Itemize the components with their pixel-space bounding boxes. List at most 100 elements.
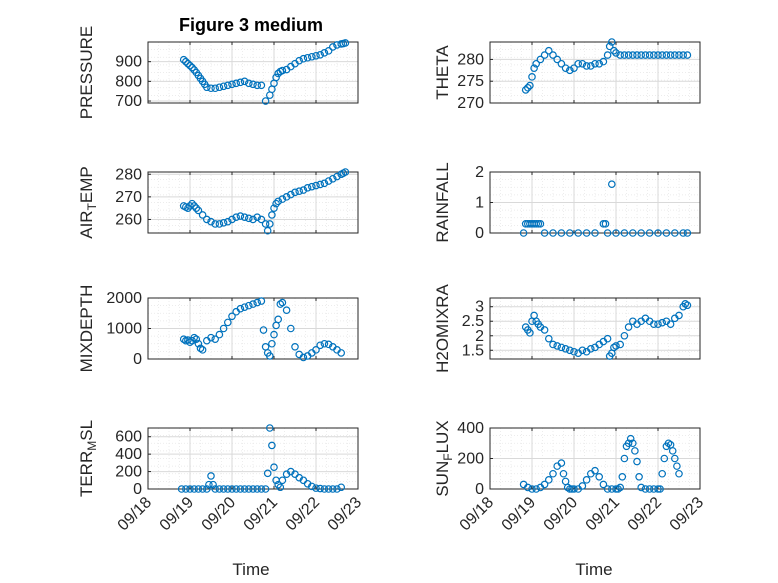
data-point xyxy=(328,174,337,183)
data-point xyxy=(184,336,192,344)
data-point xyxy=(570,64,578,72)
data-point xyxy=(194,206,203,215)
panel-theta: 270 275 280 THETA xyxy=(433,38,701,112)
data-point xyxy=(236,485,245,493)
data-point xyxy=(188,63,196,72)
data-point xyxy=(519,229,528,237)
data-point xyxy=(312,181,320,190)
data-point xyxy=(603,229,612,237)
x-tick-label: 09/19 xyxy=(499,494,539,534)
data-point xyxy=(276,483,285,492)
data-point xyxy=(272,73,280,82)
data-point xyxy=(628,229,637,237)
data-point xyxy=(232,79,241,88)
data-point xyxy=(549,340,557,349)
y-tick-label: 2 xyxy=(475,164,484,181)
axes-box xyxy=(147,171,359,234)
x-axis-label-right: Time xyxy=(575,560,612,579)
y-axis-label: H2OMIXRA xyxy=(433,283,452,372)
data-point xyxy=(268,441,276,450)
data-point xyxy=(245,301,253,310)
data-point xyxy=(578,346,587,355)
data-point xyxy=(224,485,232,493)
y-tick-label: 0 xyxy=(475,481,484,498)
y-tick-label: 1 xyxy=(475,195,484,212)
data-point xyxy=(536,220,545,228)
data-point xyxy=(530,64,538,72)
data-point xyxy=(324,47,333,55)
data-point xyxy=(654,51,662,59)
data-point xyxy=(257,297,266,305)
data-point xyxy=(215,485,224,493)
data-point xyxy=(570,347,578,356)
data-point xyxy=(316,341,325,350)
y-tick-label: 1.5 xyxy=(462,342,484,359)
y-axis-label: THETA xyxy=(433,45,452,100)
data-point xyxy=(591,59,599,68)
data-point xyxy=(265,220,274,228)
data-point xyxy=(207,333,215,342)
y-axis-label: MIXDEPTH xyxy=(77,285,96,373)
data-point xyxy=(626,434,635,443)
data-point xyxy=(521,86,530,94)
data-point xyxy=(612,49,620,57)
data-point xyxy=(540,326,549,334)
data-point xyxy=(295,187,304,196)
data-point xyxy=(574,229,583,237)
data-point xyxy=(228,80,236,89)
data-point xyxy=(599,480,608,489)
data-point xyxy=(312,346,320,354)
data-point xyxy=(184,59,192,68)
data-point xyxy=(612,229,620,237)
data-point xyxy=(190,333,199,342)
y-tick-label: 2.5 xyxy=(462,313,484,330)
data-point xyxy=(603,51,612,59)
data-point xyxy=(607,38,616,46)
data-point xyxy=(211,485,220,493)
data-point xyxy=(570,485,578,493)
data-point xyxy=(557,59,566,68)
data-point xyxy=(192,335,201,343)
x-tick-label: 09/18 xyxy=(115,494,155,534)
data-point xyxy=(586,62,595,70)
data-point xyxy=(624,323,633,331)
data-point xyxy=(553,342,562,350)
y-axis-label: AIRTEMP xyxy=(77,166,99,239)
data-point xyxy=(681,300,690,308)
data-point xyxy=(316,484,325,493)
data-point xyxy=(561,345,570,353)
data-point xyxy=(184,204,192,212)
data-point xyxy=(253,298,262,307)
data-point xyxy=(207,472,215,480)
data-point xyxy=(574,59,583,68)
data-point xyxy=(268,339,276,348)
data-point xyxy=(549,229,557,237)
data-point xyxy=(565,229,574,237)
data-point xyxy=(637,51,646,59)
data-point xyxy=(565,66,574,75)
y-axis-label: PRESSURE xyxy=(77,26,96,120)
data-point xyxy=(228,215,236,224)
data-point xyxy=(635,472,643,481)
data-point xyxy=(540,51,549,59)
x-tick-label: 09/21 xyxy=(241,494,281,534)
data-point xyxy=(186,61,194,70)
data-point xyxy=(219,485,228,493)
data-point xyxy=(633,51,641,59)
x-tick-label: 09/18 xyxy=(457,494,497,534)
data-point xyxy=(259,326,268,334)
data-point xyxy=(261,97,270,105)
y-tick-label: 280 xyxy=(457,51,484,68)
data-point xyxy=(324,340,333,349)
data-point xyxy=(320,49,329,57)
data-point xyxy=(664,439,673,448)
data-point xyxy=(654,320,662,328)
data-point xyxy=(637,229,646,237)
data-point xyxy=(624,51,633,59)
y-tick-label: 600 xyxy=(115,429,142,446)
data-point xyxy=(612,342,620,350)
data-point xyxy=(668,447,677,455)
data-point xyxy=(595,472,604,481)
data-point xyxy=(245,214,253,223)
